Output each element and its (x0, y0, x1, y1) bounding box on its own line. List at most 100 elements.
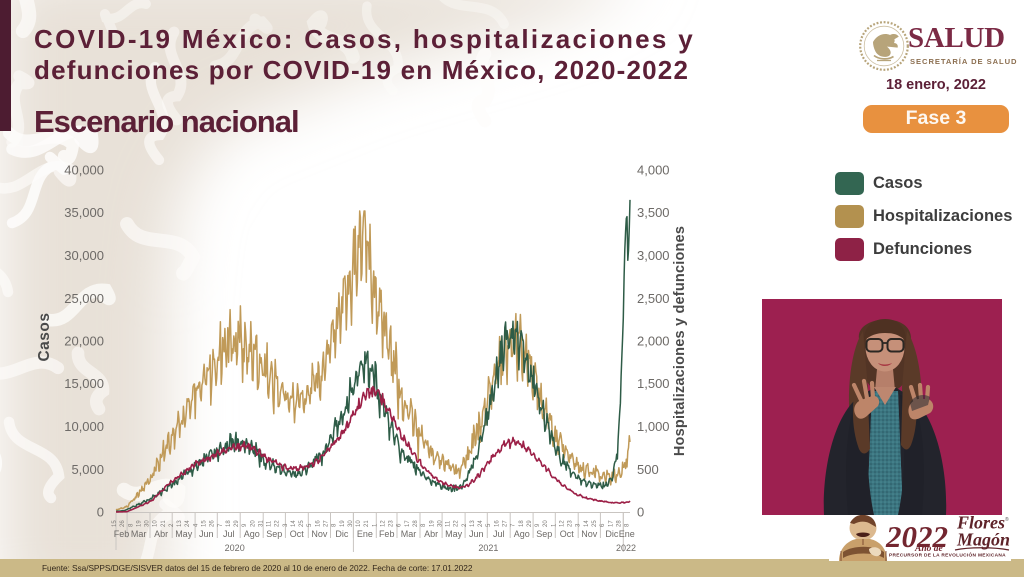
svg-text:30,000: 30,000 (64, 248, 104, 263)
svg-text:16: 16 (315, 520, 321, 527)
svg-text:12: 12 (559, 520, 565, 527)
svg-text:14: 14 (584, 520, 590, 527)
svg-text:Abr: Abr (424, 529, 438, 539)
svg-text:15: 15 (202, 520, 208, 527)
svg-text:19: 19 (340, 520, 346, 527)
svg-text:Oct: Oct (560, 529, 575, 539)
svg-text:16: 16 (494, 520, 500, 527)
svg-text:500: 500 (637, 462, 659, 477)
svg-text:24: 24 (478, 520, 484, 527)
svg-text:2,500: 2,500 (637, 291, 670, 306)
svg-text:24: 24 (185, 520, 191, 527)
svg-text:29: 29 (234, 520, 240, 527)
svg-text:Jul: Jul (493, 529, 505, 539)
svg-text:6: 6 (600, 523, 606, 527)
svg-text:8: 8 (421, 523, 427, 527)
svg-text:18: 18 (226, 520, 232, 527)
svg-text:Hospitalizaciones y defuncione: Hospitalizaciones y defunciones (672, 226, 688, 456)
svg-text:40,000: 40,000 (64, 163, 104, 178)
svg-text:5: 5 (486, 523, 492, 527)
svg-text:May: May (175, 529, 193, 539)
svg-text:28: 28 (616, 520, 622, 527)
svg-text:0: 0 (97, 505, 104, 520)
svg-text:35,000: 35,000 (64, 205, 104, 220)
svg-text:3: 3 (283, 523, 289, 527)
svg-text:13: 13 (470, 520, 476, 527)
svg-text:15: 15 (112, 520, 118, 527)
svg-text:3,500: 3,500 (637, 205, 670, 220)
svg-text:17: 17 (608, 520, 614, 527)
svg-text:31: 31 (258, 520, 264, 527)
svg-text:14: 14 (291, 520, 297, 527)
svg-text:Ene: Ene (357, 529, 373, 539)
svg-text:11: 11 (267, 520, 273, 527)
svg-text:27: 27 (503, 520, 509, 527)
svg-text:28: 28 (413, 520, 419, 527)
svg-text:27: 27 (324, 520, 330, 527)
svg-text:21: 21 (364, 520, 370, 527)
svg-text:5: 5 (307, 523, 313, 527)
svg-text:3: 3 (576, 523, 582, 527)
svg-text:22: 22 (454, 520, 460, 527)
svg-text:10: 10 (356, 520, 362, 527)
svg-text:Ago: Ago (514, 529, 530, 539)
svg-text:0: 0 (637, 505, 644, 520)
svg-text:19: 19 (136, 520, 142, 527)
svg-text:2,000: 2,000 (637, 334, 670, 349)
svg-text:Dic: Dic (335, 529, 348, 539)
svg-text:3,000: 3,000 (637, 248, 670, 263)
svg-text:2022: 2022 (616, 543, 636, 553)
svg-text:Magón: Magón (956, 530, 1010, 550)
svg-text:1: 1 (551, 523, 557, 527)
svg-text:1,000: 1,000 (637, 419, 670, 434)
svg-text:1: 1 (372, 523, 378, 527)
svg-text:30: 30 (437, 520, 443, 527)
svg-text:10: 10 (153, 520, 159, 527)
svg-text:®: ® (1005, 516, 1009, 523)
svg-text:Nov: Nov (581, 529, 598, 539)
svg-text:20: 20 (543, 520, 549, 527)
svg-text:26: 26 (120, 520, 126, 527)
svg-text:8: 8 (128, 523, 134, 527)
svg-text:11: 11 (446, 520, 452, 527)
svg-text:7: 7 (511, 523, 517, 527)
svg-text:Nov: Nov (311, 529, 328, 539)
svg-text:5,000: 5,000 (71, 462, 104, 477)
svg-text:Flores: Flores (956, 515, 1005, 533)
svg-text:19: 19 (429, 520, 435, 527)
svg-text:30: 30 (348, 520, 354, 527)
svg-text:18: 18 (519, 520, 525, 527)
svg-text:Año de: Año de (914, 544, 943, 554)
svg-text:Dic: Dic (605, 529, 618, 539)
svg-text:2021: 2021 (478, 543, 498, 553)
svg-text:Sep: Sep (266, 529, 282, 539)
svg-text:2020: 2020 (225, 543, 245, 553)
svg-text:Feb: Feb (379, 529, 395, 539)
svg-text:25,000: 25,000 (64, 291, 104, 306)
svg-text:7: 7 (218, 523, 224, 527)
svg-text:21: 21 (161, 520, 167, 527)
svg-text:Mar: Mar (131, 529, 147, 539)
svg-text:20: 20 (250, 520, 256, 527)
svg-text:Jul: Jul (223, 529, 235, 539)
svg-text:13: 13 (177, 520, 183, 527)
svg-text:8: 8 (332, 523, 338, 527)
svg-text:Ene: Ene (619, 529, 635, 539)
svg-text:May: May (445, 529, 463, 539)
svg-text:4,000: 4,000 (637, 163, 670, 178)
svg-text:20,000: 20,000 (64, 334, 104, 349)
svg-text:2022: 2022 (885, 519, 948, 554)
svg-text:22: 22 (275, 520, 281, 527)
svg-text:1,500: 1,500 (637, 376, 670, 391)
svg-text:Oct: Oct (290, 529, 305, 539)
svg-text:29: 29 (527, 520, 533, 527)
svg-text:26: 26 (210, 520, 216, 527)
svg-text:9: 9 (242, 523, 248, 527)
svg-text:4: 4 (193, 523, 199, 527)
svg-text:23: 23 (568, 520, 574, 527)
svg-text:15,000: 15,000 (64, 376, 104, 391)
svg-text:25: 25 (592, 520, 598, 527)
svg-text:30: 30 (145, 520, 151, 527)
svg-text:Jun: Jun (469, 529, 484, 539)
svg-text:Casos: Casos (36, 312, 53, 361)
